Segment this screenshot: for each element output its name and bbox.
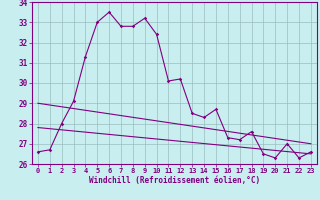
X-axis label: Windchill (Refroidissement éolien,°C): Windchill (Refroidissement éolien,°C) [89,176,260,185]
